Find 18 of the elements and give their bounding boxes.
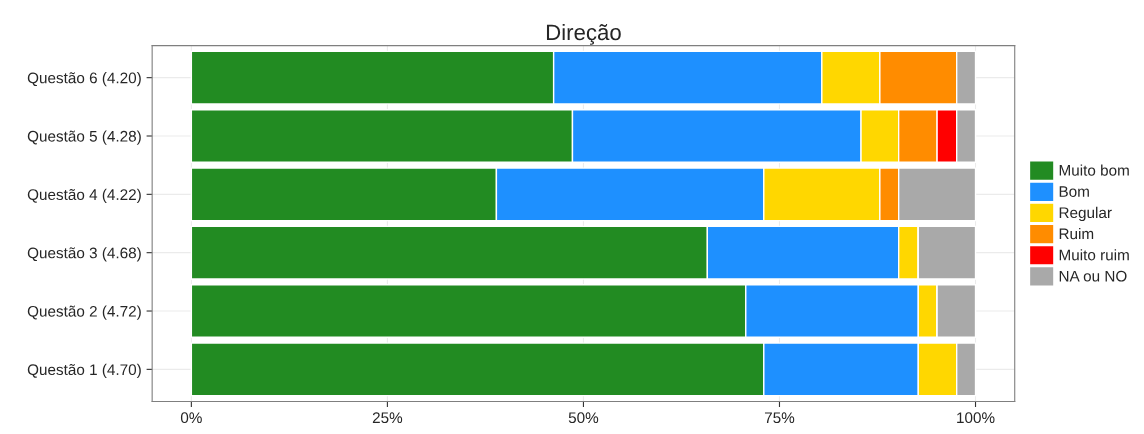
legend-label: Regular: [1059, 206, 1112, 222]
chart-title: Direção: [546, 23, 621, 45]
y-tick-label: Questão 1 (4.70): [27, 363, 141, 379]
x-tick-label: 25%: [372, 412, 403, 424]
y-tick-label: Questão 2 (4.72): [27, 305, 141, 320]
x-tick-label: 75%: [764, 412, 795, 424]
legend-label: Muito ruim: [1059, 249, 1129, 261]
y-tick-label: Questão 4 (4.22): [27, 188, 141, 204]
x-tick-label: 100%: [957, 412, 995, 424]
legend-label: Ruim: [1059, 228, 1094, 240]
x-tick-label: 0%: [180, 412, 202, 424]
legend-label: Muito bom: [1059, 164, 1129, 176]
y-tick-label: Questão 6 (4.20): [27, 72, 141, 87]
y-tick-label: Questão 5 (4.28): [27, 130, 141, 145]
x-tick-label: 50%: [568, 412, 599, 424]
legend-label: NA ou NO: [1059, 270, 1127, 282]
y-tick-label: Questão 3 (4.68): [27, 247, 141, 262]
legend-label: Bom: [1059, 186, 1089, 197]
